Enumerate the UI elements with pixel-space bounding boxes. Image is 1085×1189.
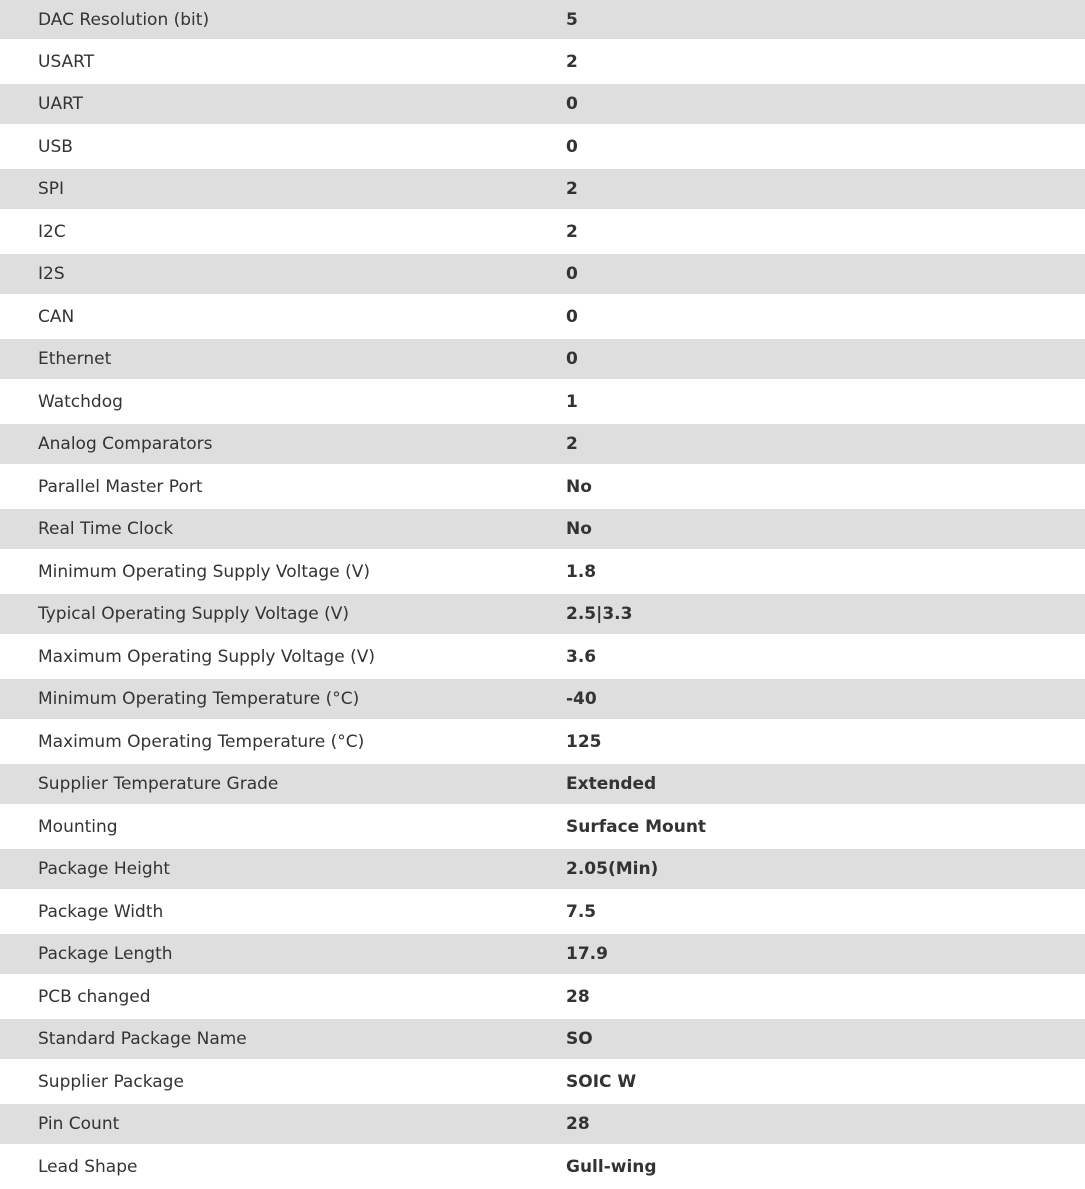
- spec-label: Typical Operating Supply Voltage (V): [38, 604, 349, 624]
- spec-value: 0: [566, 94, 578, 114]
- spec-value: SO: [566, 1029, 593, 1049]
- spec-row: Minimum Operating Temperature (°C) -40: [0, 679, 1085, 719]
- spec-row: I2S 0: [0, 254, 1085, 294]
- spec-label: Pin Count: [38, 1114, 120, 1134]
- spec-label: Parallel Master Port: [38, 476, 203, 497]
- spec-value: Surface Mount: [566, 816, 707, 837]
- spec-label: Maximum Operating Supply Voltage (V): [38, 646, 375, 667]
- spec-value: 125: [566, 731, 602, 752]
- spec-value: 7.5: [566, 901, 597, 922]
- spec-row: Lead Shape Gull-wing: [0, 1144, 1085, 1189]
- spec-label: UART: [38, 94, 84, 114]
- spec-row: Watchdog 1: [0, 379, 1085, 424]
- spec-label: Package Length: [38, 944, 173, 964]
- spec-row: Maximum Operating Supply Voltage (V) 3.6: [0, 634, 1085, 679]
- spec-value: 0: [566, 349, 578, 369]
- spec-value: 2.5|3.3: [566, 604, 633, 624]
- spec-value: 3.6: [566, 646, 597, 667]
- spec-label: Package Width: [38, 901, 164, 922]
- spec-value: 1: [566, 391, 578, 412]
- spec-value: Gull-wing: [566, 1156, 657, 1177]
- spec-value: 2.05(Min): [566, 859, 659, 879]
- spec-row: Parallel Master Port No: [0, 464, 1085, 509]
- spec-label: USART: [38, 51, 95, 72]
- spec-value: 0: [566, 264, 578, 284]
- spec-value: Extended: [566, 774, 657, 794]
- spec-label: Mounting: [38, 816, 118, 837]
- spec-row: Mounting Surface Mount: [0, 804, 1085, 849]
- spec-value: -40: [566, 689, 597, 709]
- spec-value: 28: [566, 986, 590, 1007]
- spec-row: I2C 2: [0, 209, 1085, 254]
- spec-label: Supplier Package: [38, 1071, 184, 1092]
- spec-value: 17.9: [566, 944, 608, 964]
- spec-label: PCB changed: [38, 986, 151, 1007]
- spec-row: Pin Count 28: [0, 1104, 1085, 1144]
- spec-row: Package Height 2.05(Min): [0, 849, 1085, 889]
- spec-row: Minimum Operating Supply Voltage (V) 1.8: [0, 549, 1085, 594]
- spec-value: No: [566, 519, 592, 539]
- spec-label: Supplier Temperature Grade: [38, 774, 279, 794]
- spec-value: 2: [566, 434, 578, 454]
- spec-row: Analog Comparators 2: [0, 424, 1085, 464]
- spec-value: 2: [566, 51, 578, 72]
- spec-label: Analog Comparators: [38, 434, 213, 454]
- spec-label: USB: [38, 136, 73, 157]
- spec-label: Standard Package Name: [38, 1029, 247, 1049]
- spec-value: 1.8: [566, 561, 597, 582]
- spec-row: DAC Resolution (bit) 5: [0, 0, 1085, 39]
- spec-row: SPI 2: [0, 169, 1085, 209]
- spec-row: USB 0: [0, 124, 1085, 169]
- spec-label: SPI: [38, 179, 65, 199]
- spec-value: 0: [566, 136, 578, 157]
- spec-label: Minimum Operating Supply Voltage (V): [38, 561, 370, 582]
- spec-label: Real Time Clock: [38, 519, 174, 539]
- spec-row: PCB changed 28: [0, 974, 1085, 1019]
- spec-row: Standard Package Name SO: [0, 1019, 1085, 1059]
- spec-label: Watchdog: [38, 391, 123, 412]
- spec-row: Package Width 7.5: [0, 889, 1085, 934]
- spec-value: 28: [566, 1114, 590, 1134]
- spec-row: USART 2: [0, 39, 1085, 84]
- spec-label: I2S: [38, 264, 65, 284]
- spec-label: Lead Shape: [38, 1156, 138, 1177]
- spec-label: Minimum Operating Temperature (°C): [38, 689, 360, 709]
- spec-value: 5: [566, 9, 578, 30]
- spec-label: CAN: [38, 306, 75, 327]
- spec-label: I2C: [38, 221, 66, 242]
- spec-row: Real Time Clock No: [0, 509, 1085, 549]
- spec-label: Package Height: [38, 859, 171, 879]
- spec-value: 0: [566, 306, 578, 327]
- spec-label: Maximum Operating Temperature (°C): [38, 731, 365, 752]
- spec-row: UART 0: [0, 84, 1085, 124]
- spec-label: DAC Resolution (bit): [38, 9, 210, 30]
- spec-value: SOIC W: [566, 1071, 637, 1092]
- spec-row: Supplier Package SOIC W: [0, 1059, 1085, 1104]
- spec-row: Supplier Temperature Grade Extended: [0, 764, 1085, 804]
- spec-row: Typical Operating Supply Voltage (V) 2.5|…: [0, 594, 1085, 634]
- spec-row: Ethernet 0: [0, 339, 1085, 379]
- spec-value: 2: [566, 179, 578, 199]
- spec-value: No: [566, 476, 592, 497]
- spec-label: Ethernet: [38, 349, 112, 369]
- spec-row: Maximum Operating Temperature (°C) 125: [0, 719, 1085, 764]
- spec-row: Package Length 17.9: [0, 934, 1085, 974]
- spec-row: CAN 0: [0, 294, 1085, 339]
- spec-value: 2: [566, 221, 578, 242]
